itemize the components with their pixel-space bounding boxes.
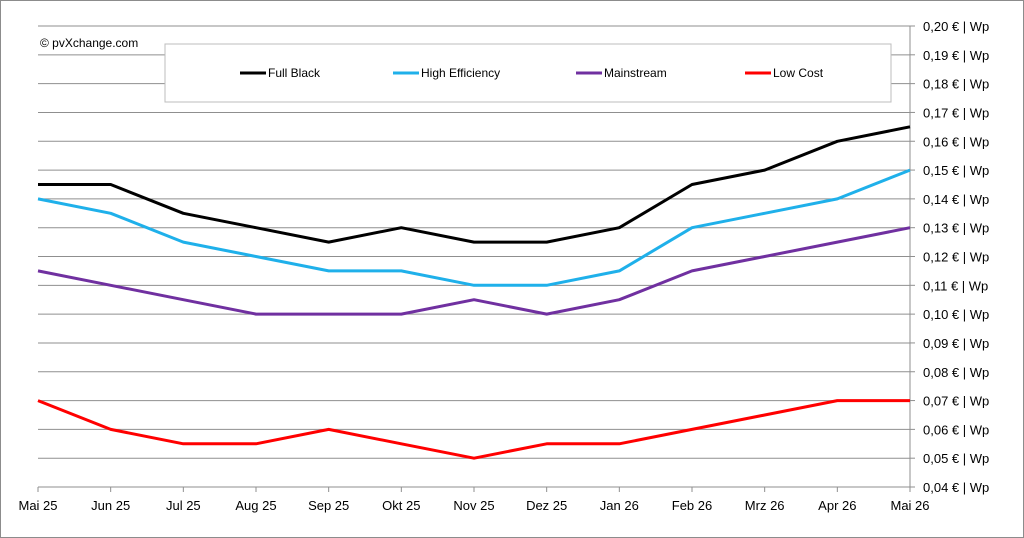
series-line-mainstream <box>37 226 911 316</box>
y-tick-label: 0,09 € | Wp <box>923 336 989 351</box>
legend-label: High Efficiency <box>421 66 500 80</box>
x-tick-label: Jun 25 <box>91 498 130 513</box>
series-line-full-black <box>38 125 911 244</box>
y-tick-label: 0,14 € | Wp <box>923 192 989 207</box>
x-tick-label: Nov 25 <box>453 498 494 513</box>
y-tick-label: 0,05 € | Wp <box>923 451 989 466</box>
x-tick-label: Mrz 26 <box>745 498 785 513</box>
y-tick-label: 0,15 € | Wp <box>923 163 989 178</box>
x-tick-label: Aug 25 <box>235 498 276 513</box>
y-tick-label: 0,06 € | Wp <box>923 422 989 437</box>
axes <box>37 25 915 492</box>
y-tick-label: 0,17 € | Wp <box>923 105 989 120</box>
x-tick-label: Okt 25 <box>382 498 420 513</box>
y-tick-label: 0,10 € | Wp <box>923 307 989 322</box>
y-tick-label: 0,11 € | Wp <box>923 278 988 293</box>
y-tick-label: 0,04 € | Wp <box>923 480 989 495</box>
source-note: © pvXchange.com <box>40 36 138 50</box>
y-tick-labels: 0,04 € | Wp 0,05 € | Wp 0,06 € | Wp 0,07 € … <box>923 19 989 495</box>
x-tick-label: Jul 25 <box>166 498 201 513</box>
legend-label: Mainstream <box>604 66 667 80</box>
legend: Full Black High Efficiency Mainstream Low C… <box>164 43 892 103</box>
x-tick-label: Jan 26 <box>600 498 639 513</box>
y-tick-label: 0,13 € | Wp <box>923 221 989 236</box>
y-tick-label: 0,18 € | Wp <box>923 77 989 92</box>
x-tick-label: Mai 25 <box>18 498 57 513</box>
legend-label: Full Black <box>268 66 321 80</box>
x-tick-labels: Mai 25 Jun 25 Jul 25 Aug 25 Sep 25 Okt 25 Nov … <box>18 498 929 513</box>
y-tick-label: 0,07 € | Wp <box>923 394 989 409</box>
y-tick-label: 0,16 € | Wp <box>923 134 989 149</box>
series-line-low-cost <box>37 399 910 460</box>
x-tick-label: Dez 25 <box>526 498 567 513</box>
legend-label: Low Cost <box>773 66 824 80</box>
series-lines <box>37 125 911 460</box>
y-tick-label: 0,12 € | Wp <box>923 250 989 265</box>
y-tick-label: 0,19 € | Wp <box>923 48 989 63</box>
x-tick-label: Feb 26 <box>672 498 712 513</box>
x-tick-label: Apr 26 <box>818 498 856 513</box>
y-tick-label: 0,20 € | Wp <box>923 19 989 34</box>
series-line-high-efficiency <box>37 168 911 287</box>
x-tick-label: Sep 25 <box>308 498 349 513</box>
x-tick-label: Mai 26 <box>890 498 929 513</box>
y-tick-label: 0,08 € | Wp <box>923 365 989 380</box>
